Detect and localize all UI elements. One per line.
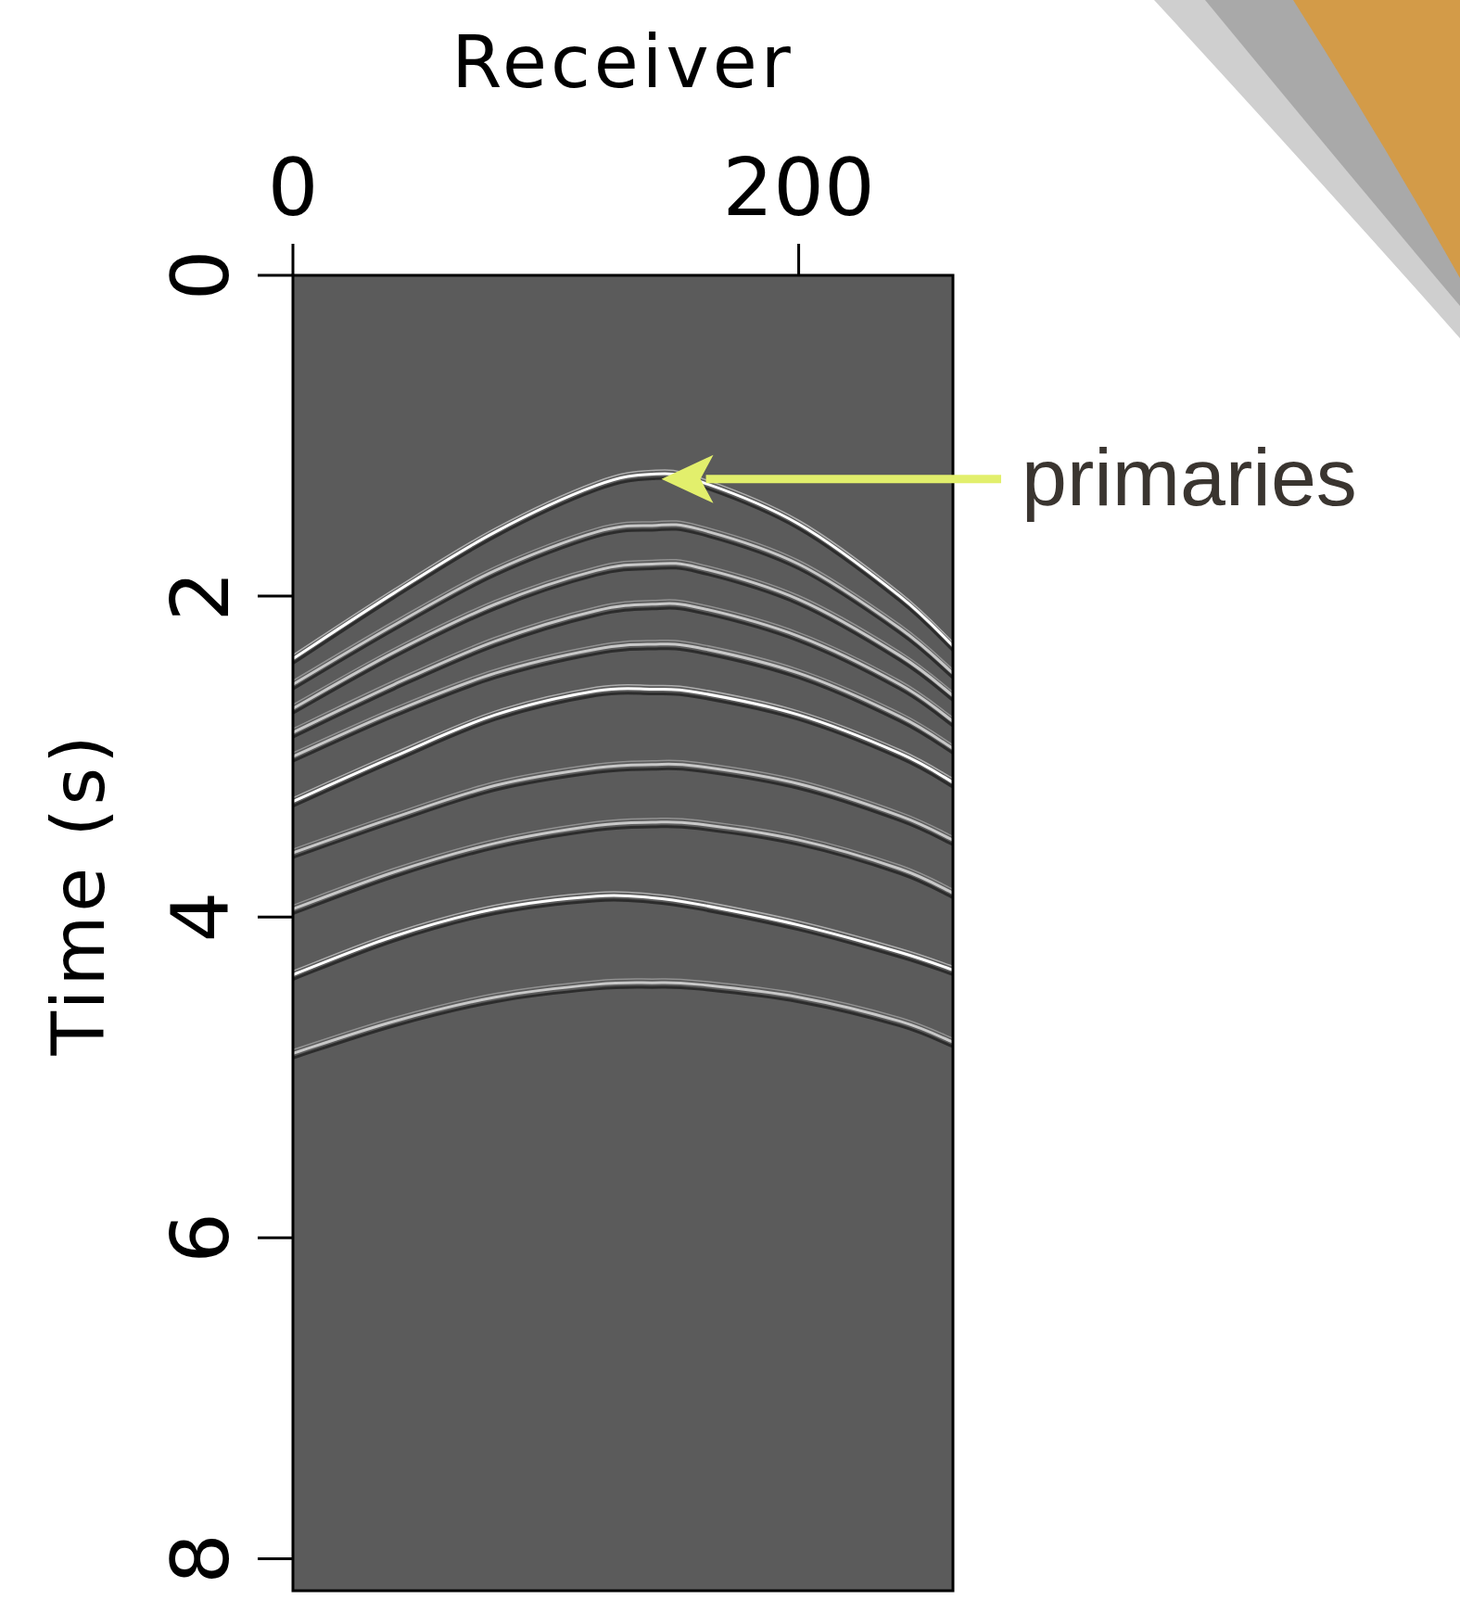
x-tick [292,243,295,276]
y-tick [257,1236,293,1240]
event-trough [292,478,953,664]
corner-band [1154,0,1460,339]
y-tick-label: 2 [153,571,247,623]
event-peak [292,895,953,976]
corner-orange [1293,0,1460,279]
chart: 0 200 0 2 4 6 8 Receiver Time (s) primaries [0,0,1460,1600]
y-tick-label: 0 [153,250,247,302]
annotation-arrow-line [706,474,1002,483]
y-tick [257,1557,293,1561]
x-tick [797,243,800,276]
x-tick-label: 0 [267,140,319,234]
annotation-arrow-head [661,455,714,504]
y-axis-title: Time (s) [37,731,121,1056]
x-axis-title: Receiver [451,20,794,104]
x-tick-label: 200 [723,140,876,234]
y-tick-label: 6 [153,1212,247,1264]
event-sidelobe [292,684,953,798]
event-sidelobe [292,891,953,972]
y-tick-label: 4 [153,891,247,943]
event-peak [292,763,953,853]
event-sidelobe [292,760,953,850]
event-trough [292,692,953,806]
y-tick [257,274,293,278]
event-trough [292,768,953,858]
y-tick-label: 8 [153,1533,247,1585]
corner-band-shadow [1205,0,1460,306]
plot-frame [292,275,953,1591]
event-peak [292,473,953,660]
events [292,469,953,1058]
y-tick [257,595,293,598]
event-peak [292,687,953,801]
event-sidelobe [292,978,953,1050]
event-trough [292,648,953,762]
y-tick [257,915,293,919]
annotation-text: primaries [1021,431,1358,523]
event-peak [292,982,953,1054]
plot-background [292,275,953,1591]
event-sidelobe [292,559,953,706]
